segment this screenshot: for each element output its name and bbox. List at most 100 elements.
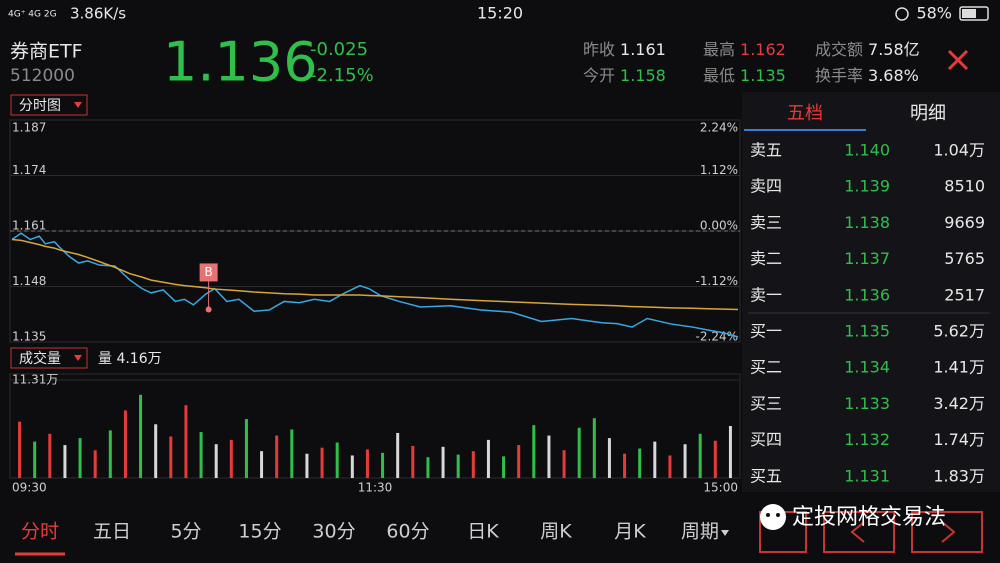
stat-value: 1.161 bbox=[620, 40, 666, 59]
volume-bar bbox=[123, 410, 127, 478]
prev-arrow bbox=[850, 521, 865, 543]
stat: 昨收 1.161 bbox=[583, 40, 666, 59]
volume-chart: 11.31万 bbox=[10, 373, 740, 478]
stat: 换手率 3.68% bbox=[815, 66, 919, 85]
volume-bar bbox=[623, 453, 627, 478]
nav-tab[interactable]: 周期 bbox=[681, 521, 719, 543]
y2-tick-label: 1.12% bbox=[700, 163, 738, 177]
volume-bar bbox=[93, 450, 97, 478]
book-volume: 2517 bbox=[944, 285, 985, 304]
volume-bar bbox=[244, 419, 248, 478]
volume-frame bbox=[9, 373, 741, 479]
volume-bar bbox=[426, 457, 430, 478]
volume-dropdown[interactable]: 成交量 bbox=[10, 347, 88, 369]
volume-bar bbox=[728, 426, 732, 478]
volume-bar bbox=[381, 452, 385, 478]
stat-label: 最高 bbox=[703, 40, 735, 59]
book-volume: 5.62万 bbox=[933, 322, 985, 341]
nav-button[interactable] bbox=[823, 511, 895, 553]
volume-bar bbox=[48, 433, 52, 478]
book-label: 买五 bbox=[750, 466, 782, 485]
volume-bar bbox=[139, 394, 143, 478]
dropdown-box bbox=[10, 94, 88, 116]
nav-tab[interactable]: 15分 bbox=[238, 521, 281, 543]
volume-bar bbox=[335, 442, 339, 478]
volume-bar bbox=[260, 451, 264, 478]
book-label: 卖五 bbox=[750, 141, 782, 160]
close-button[interactable] bbox=[947, 49, 969, 71]
book-volume: 9669 bbox=[944, 213, 985, 232]
dropdown-label: 成交量 bbox=[19, 350, 61, 367]
volume-bar bbox=[290, 429, 294, 478]
book-price: 1.133 bbox=[844, 394, 890, 413]
stat: 今开 1.158 bbox=[583, 66, 666, 85]
y-tick-label: 1.187 bbox=[12, 121, 46, 135]
nav-tab[interactable]: 月K bbox=[614, 521, 646, 543]
volume-bar bbox=[668, 455, 672, 478]
stock-name: 券商ETF bbox=[10, 41, 83, 63]
volume-bar bbox=[275, 435, 279, 478]
volume-bar bbox=[320, 447, 324, 478]
nav-dropdown-arrow bbox=[721, 530, 729, 536]
stat-label: 昨收 bbox=[583, 40, 615, 59]
clock: 15:20 bbox=[477, 4, 523, 23]
stat-value: 7.58亿 bbox=[868, 40, 920, 59]
book-label: 卖一 bbox=[750, 285, 782, 304]
order-book-bg bbox=[742, 92, 1000, 492]
book-volume: 8510 bbox=[944, 177, 985, 196]
volume-bar bbox=[532, 425, 536, 478]
y2-tick-label: 0.00% bbox=[700, 219, 738, 233]
volume-bar bbox=[577, 427, 581, 478]
volume-bar bbox=[713, 440, 717, 478]
nav-tab[interactable]: 周K bbox=[540, 521, 572, 543]
volume-bar bbox=[592, 418, 596, 478]
book-price: 1.138 bbox=[844, 213, 890, 232]
stat: 最高 1.162 bbox=[703, 40, 786, 59]
y-tick-label: 11.31万 bbox=[12, 373, 58, 387]
volume-bar bbox=[214, 444, 218, 478]
book-label: 卖二 bbox=[750, 249, 782, 268]
series-line bbox=[11, 238, 739, 311]
battery-icon bbox=[959, 6, 989, 21]
dropdown-arrow bbox=[74, 355, 82, 361]
stat-value: 1.158 bbox=[620, 66, 666, 85]
book-price: 1.137 bbox=[844, 249, 890, 268]
volume-bar bbox=[441, 446, 445, 478]
stat: 成交额 7.58亿 bbox=[815, 40, 920, 59]
nav-tab[interactable]: 60分 bbox=[386, 521, 429, 543]
stat-value: 1.162 bbox=[740, 40, 786, 59]
volume-bar bbox=[456, 454, 460, 478]
nav-tab[interactable]: 五日 bbox=[93, 521, 131, 543]
book-volume: 3.42万 bbox=[933, 394, 985, 413]
book-price: 1.131 bbox=[844, 466, 890, 485]
book-tab[interactable]: 明细 bbox=[910, 103, 946, 124]
alarm-icon bbox=[895, 7, 909, 21]
nav-button[interactable] bbox=[911, 511, 983, 553]
book-tab[interactable]: 五档 bbox=[787, 103, 823, 124]
volume-bar bbox=[199, 432, 203, 478]
dropdown-arrow bbox=[74, 102, 82, 108]
battery-level bbox=[962, 9, 976, 18]
period-dropdown[interactable]: 分时图 bbox=[10, 94, 88, 116]
nav-tab[interactable]: 5分 bbox=[170, 521, 201, 543]
dropdown-box bbox=[10, 347, 88, 369]
volume-bar bbox=[607, 438, 611, 478]
book-price: 1.136 bbox=[844, 285, 890, 304]
book-volume: 1.83万 bbox=[933, 466, 985, 485]
stat-value: 1.135 bbox=[740, 66, 786, 85]
x-tick-label: 15:00 bbox=[703, 481, 738, 495]
stat: 最低 1.135 bbox=[703, 66, 786, 85]
battery-text: 58% bbox=[916, 4, 952, 23]
volume-bar bbox=[154, 424, 158, 478]
book-price: 1.140 bbox=[844, 141, 890, 160]
volume-summary: 量 4.16万 bbox=[98, 351, 162, 367]
nav-tab[interactable]: 日K bbox=[467, 521, 499, 543]
volume-bar bbox=[78, 438, 82, 478]
book-volume: 1.41万 bbox=[933, 358, 985, 377]
volume-bar bbox=[471, 451, 475, 478]
volume-bar bbox=[365, 449, 369, 478]
book-label: 买三 bbox=[750, 394, 782, 413]
nav-tab[interactable]: 分时 bbox=[21, 521, 59, 543]
nav-tab[interactable]: 30分 bbox=[312, 521, 355, 543]
